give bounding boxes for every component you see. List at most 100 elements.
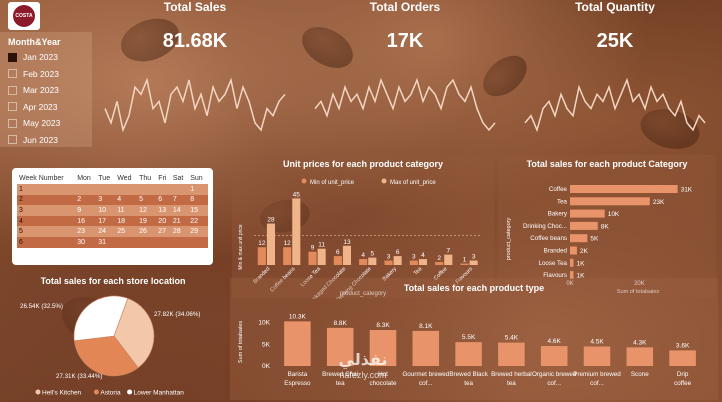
day-cell[interactable]: 27 — [156, 226, 171, 237]
tick-label: 0K — [262, 363, 271, 370]
day-cell[interactable]: 14 — [170, 205, 189, 216]
day-cell[interactable]: 7 — [170, 194, 189, 206]
slicer-item-label: Jan 2023 — [23, 52, 58, 62]
day-cell[interactable]: 29 — [188, 226, 208, 237]
day-cell[interactable]: 10 — [96, 205, 116, 216]
day-cell[interactable]: 5 — [137, 194, 157, 206]
checkbox-icon[interactable] — [8, 102, 17, 111]
day-cell[interactable]: 2 — [75, 194, 97, 206]
slicer-item[interactable]: May 2023 — [8, 118, 60, 128]
x-axis-label: Sum of totalsales — [617, 289, 659, 295]
panel-title: Total sales for each product type — [403, 283, 545, 293]
day-cell[interactable]: 6 — [156, 194, 171, 206]
week-number-cell[interactable]: 5 — [17, 226, 76, 237]
day-cell[interactable]: 3 — [96, 194, 116, 206]
day-cell[interactable] — [115, 184, 138, 195]
day-cell[interactable]: 25 — [115, 226, 138, 237]
day-cell[interactable] — [156, 236, 171, 248]
calendar-grid: Week Number Mon Tue Wed Thu Fri Sat Sun 1 1 2 2 3 4 5 6… — [17, 172, 208, 248]
category-label: Gourmet brewed — [402, 371, 449, 378]
costa-logo: COSTA — [8, 2, 40, 30]
data-label: 10.3K — [289, 313, 307, 320]
bar-min — [283, 247, 292, 265]
bar-min — [435, 262, 444, 265]
day-cell[interactable]: 9 — [75, 205, 97, 216]
category-label: Organic brewed — [532, 371, 577, 378]
category-label: coffee — [674, 380, 692, 387]
checkbox-icon[interactable] — [8, 118, 17, 128]
week-number-cell[interactable]: 1 — [17, 184, 76, 195]
calendar-header: Fri — [158, 174, 167, 182]
day-cell[interactable]: 16 — [75, 215, 97, 227]
x-axis-label: product_category — [340, 291, 386, 297]
day-cell[interactable]: 12 — [137, 205, 157, 216]
day-cell[interactable]: 26 — [137, 226, 157, 237]
data-label: 5K — [590, 236, 599, 243]
week-number-cell[interactable]: 6 — [17, 236, 76, 248]
day-cell[interactable] — [137, 184, 157, 195]
day-cell[interactable]: 21 — [170, 215, 189, 227]
day-cell[interactable]: 15 — [188, 205, 208, 216]
category-label: Coffee beans — [530, 235, 567, 242]
slicer-item[interactable]: Jan 2023 — [8, 52, 58, 62]
day-cell[interactable]: 23 — [75, 226, 97, 237]
day-cell[interactable]: 13 — [156, 205, 171, 216]
category-sales-panel: Total sales for each product Category Co… — [498, 155, 716, 298]
day-cell[interactable] — [115, 236, 138, 248]
day-cell[interactable]: 18 — [115, 215, 138, 227]
day-cell[interactable] — [75, 184, 97, 195]
slicer-item[interactable]: Feb 2023 — [8, 69, 59, 79]
tick-label: 0K — [566, 281, 573, 287]
checkbox-icon[interactable] — [8, 135, 17, 144]
day-cell[interactable]: 31 — [96, 236, 116, 248]
day-cell[interactable] — [137, 236, 157, 248]
tick-label: 20K — [634, 281, 645, 287]
data-label: 3 — [387, 254, 391, 261]
week-number-cell[interactable]: 2 — [17, 194, 76, 206]
slicer-item[interactable]: Jun 2023 — [8, 135, 58, 145]
day-cell[interactable]: 19 — [137, 215, 157, 227]
day-cell[interactable] — [156, 184, 171, 195]
kpi-title: Total Quantity — [575, 0, 655, 14]
day-cell[interactable]: 24 — [96, 226, 116, 237]
category-label: Branded — [544, 248, 568, 255]
day-cell[interactable]: 8 — [188, 194, 208, 206]
day-cell[interactable] — [170, 236, 189, 248]
checkbox-icon[interactable] — [8, 85, 17, 95]
calendar-header: Sun — [190, 174, 203, 182]
data-label: 3 — [412, 254, 416, 261]
y-axis-label: Sum of totalsales — [238, 321, 244, 363]
calendar-row: 6 30 31 — [17, 236, 208, 248]
day-cell[interactable]: 17 — [96, 215, 116, 227]
calendar-header: Week Number — [19, 174, 64, 182]
day-cell[interactable]: 22 — [188, 215, 208, 227]
data-label: 23K — [653, 199, 665, 206]
day-cell[interactable]: 30 — [75, 236, 97, 248]
week-number-cell[interactable]: 4 — [17, 215, 76, 227]
calendar-header: Wed — [117, 174, 132, 182]
product-type-panel: Total sales for each product type 0K 5K 10… — [230, 278, 718, 400]
watermark: نفذلي nafezly.com — [318, 350, 408, 380]
slicer-item[interactable]: Mar 2023 — [8, 85, 59, 95]
day-cell[interactable] — [188, 236, 208, 248]
month-year-slicer[interactable]: Month&Year Jan 2023 Feb 2023 Mar 2023 Apr 2… — [0, 32, 92, 147]
day-cell[interactable]: 11 — [115, 205, 138, 216]
day-cell[interactable] — [96, 184, 116, 195]
checkbox-icon[interactable] — [8, 52, 17, 62]
calendar-header: Thu — [139, 174, 152, 182]
slicer-item[interactable]: Apr 2023 — [8, 102, 58, 112]
legend-entry: Min of unit_price — [310, 180, 355, 186]
unit-prices-chart: Min of unit_price Max of unit_price Min & … — [238, 178, 482, 299]
day-cell[interactable]: 1 — [188, 184, 208, 195]
bar-min — [359, 259, 368, 265]
day-cell[interactable]: 4 — [115, 194, 138, 206]
checkbox-icon[interactable] — [8, 69, 17, 78]
day-cell[interactable]: 28 — [170, 226, 189, 237]
data-label: 45 — [293, 191, 301, 198]
day-cell[interactable]: 20 — [156, 215, 171, 227]
pie-slice — [73, 335, 139, 377]
category-label: Brewed herbal — [491, 371, 532, 378]
data-label: 1K — [576, 273, 585, 280]
day-cell[interactable] — [170, 184, 189, 195]
week-number-cell[interactable]: 3 — [17, 205, 76, 216]
